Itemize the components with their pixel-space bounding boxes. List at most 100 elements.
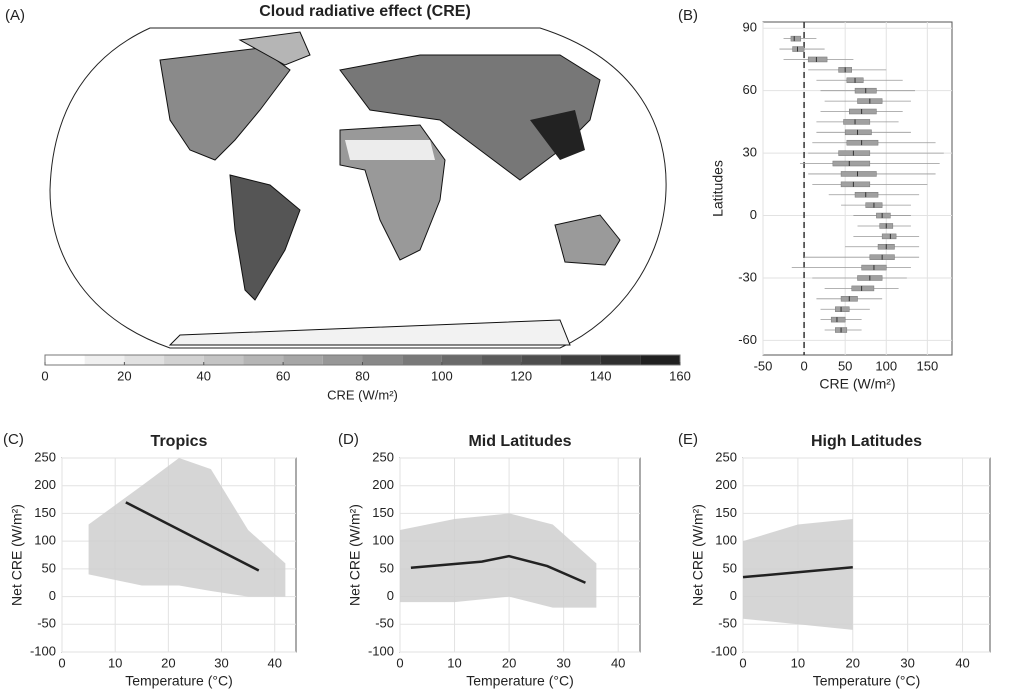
chart-title: Cloud radiative effect (CRE)	[259, 3, 471, 20]
y-tick-label: 150	[34, 505, 56, 520]
y-tick-label: 250	[34, 449, 56, 464]
colorbar-cell	[164, 355, 204, 365]
y-tick-label: 0	[730, 588, 737, 603]
box	[838, 150, 871, 156]
x-tick-label: 0	[396, 655, 403, 670]
colorbar-cell	[45, 355, 85, 365]
y-tick-label: 150	[715, 505, 737, 520]
x-tick-label: 40	[267, 655, 281, 670]
y-axis-label: Latitudes	[710, 160, 726, 217]
colorbar-cell	[124, 355, 165, 365]
box	[830, 316, 846, 323]
y-tick-label: 0	[387, 588, 394, 603]
box	[844, 129, 872, 136]
x-tick-label: 40	[611, 655, 625, 670]
x-axis-label: Temperature (°C)	[813, 673, 921, 689]
colorbar-cell	[600, 355, 641, 365]
box	[846, 139, 879, 146]
spread-area	[88, 458, 286, 597]
y-tick-label: 250	[715, 449, 737, 464]
box	[840, 171, 877, 177]
y-tick-label: -50	[37, 616, 56, 631]
box	[832, 160, 871, 167]
x-tick-label: 10	[108, 655, 122, 670]
y-tick-label: 50	[42, 560, 56, 575]
panel-label: (C)	[3, 431, 24, 448]
x-tick-label: 50	[838, 358, 852, 373]
y-tick-label: -100	[368, 643, 394, 658]
y-tick-label: 0	[750, 207, 757, 222]
y-tick-label: 50	[723, 560, 737, 575]
y-tick-label: -50	[718, 616, 737, 631]
panel-label: (B)	[678, 7, 698, 24]
spread-area	[743, 518, 853, 630]
x-axis-label: Temperature (°C)	[125, 673, 233, 689]
x-axis-label: CRE (W/m²)	[819, 376, 895, 392]
y-tick-label: -30	[738, 269, 757, 284]
spread-area	[400, 513, 597, 608]
colorbar-cell	[441, 355, 482, 365]
x-tick-label: 30	[556, 655, 570, 670]
x-tick-label: 0	[800, 358, 807, 373]
chart-title: Mid Latitudes	[468, 433, 571, 450]
colorbar-cell	[640, 355, 680, 365]
x-tick-label: 10	[447, 655, 461, 670]
colorbar-cell	[402, 355, 442, 365]
x-tick-label: 20	[846, 655, 860, 670]
y-tick-label: -50	[375, 616, 394, 631]
y-tick-label: 60	[743, 82, 757, 97]
colorbar-tick-label: 160	[669, 368, 691, 383]
colorbar-cell	[560, 355, 601, 365]
y-tick-label: 90	[743, 20, 757, 35]
colorbar-label: CRE (W/m²)	[327, 387, 398, 402]
y-tick-label: 100	[372, 533, 394, 548]
x-tick-label: 0	[58, 655, 65, 670]
colorbar-cell	[283, 355, 323, 365]
colorbar-cell	[322, 355, 363, 365]
south-america	[229, 174, 301, 301]
colorbar-cell	[243, 355, 284, 365]
box	[835, 306, 850, 312]
colorbar-tick-label: 40	[197, 368, 211, 383]
panel-label: (D)	[338, 431, 359, 448]
x-tick-label: 10	[791, 655, 805, 670]
x-tick-label: 40	[955, 655, 969, 670]
y-tick-label: 0	[49, 588, 56, 603]
colorbar-tick-label: 60	[276, 368, 290, 383]
greenland	[238, 31, 311, 66]
colorbar-cell	[84, 355, 125, 365]
x-axis-label: Temperature (°C)	[466, 673, 574, 689]
y-tick-label: 100	[34, 533, 56, 548]
y-tick-label: -100	[711, 643, 737, 658]
sahara	[345, 140, 435, 160]
y-tick-label: 200	[715, 477, 737, 492]
antarctica	[168, 319, 571, 346]
colorbar-tick-label: 80	[355, 368, 369, 383]
chart-title: Tropics	[151, 433, 208, 450]
y-axis-label: Net CRE (W/m²)	[347, 504, 363, 606]
colorbar-tick-label: 140	[590, 368, 612, 383]
x-tick-label: 150	[916, 358, 938, 373]
y-tick-label: 50	[380, 560, 394, 575]
box	[790, 35, 802, 42]
y-tick-label: 150	[372, 505, 394, 520]
y-tick-label: 30	[743, 145, 757, 160]
y-axis-label: Net CRE (W/m²)	[9, 504, 25, 606]
colorbar-tick-label: 20	[117, 368, 131, 383]
x-tick-label: -50	[754, 358, 773, 373]
y-tick-label: -60	[738, 332, 757, 347]
y-tick-label: 200	[34, 477, 56, 492]
box	[881, 233, 897, 240]
colorbar-tick-label: 0	[41, 368, 48, 383]
x-tick-label: 20	[502, 655, 516, 670]
x-tick-label: 30	[900, 655, 914, 670]
box	[851, 285, 875, 292]
y-tick-label: -100	[30, 643, 56, 658]
australia	[554, 214, 621, 266]
y-axis-label: Net CRE (W/m²)	[690, 504, 706, 606]
box	[843, 119, 871, 125]
colorbar-cell	[203, 355, 244, 365]
mean-line	[742, 565, 853, 579]
world-map	[49, 27, 667, 349]
